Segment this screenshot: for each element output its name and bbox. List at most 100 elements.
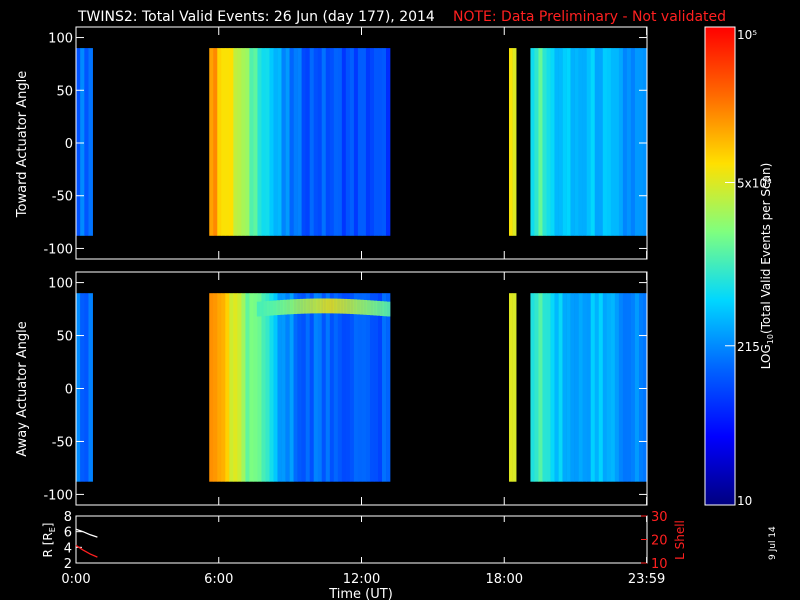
lshell-line	[75, 544, 98, 558]
heatmap-cell	[614, 293, 620, 482]
heatmap-cell	[357, 293, 363, 482]
heatmap-cell	[530, 48, 535, 236]
heatmap-cell	[84, 293, 89, 482]
heatmap-enhancement	[266, 300, 271, 316]
heatmap-cell	[76, 48, 81, 236]
y-tick-label: 100	[48, 32, 73, 47]
heatmap-cell	[245, 48, 250, 236]
heatmap-cell	[253, 48, 258, 236]
heatmap-cell	[345, 48, 351, 236]
heatmap-cell	[369, 48, 375, 236]
orbit-y-tick-label: 4	[64, 541, 72, 556]
heatmap-enhancement	[270, 300, 274, 316]
x-tick-label: 12:00	[343, 572, 380, 587]
heatmap-cell	[253, 293, 258, 482]
heatmap-cell	[88, 48, 93, 236]
heatmap-cell	[582, 293, 587, 482]
heatmap-cell	[378, 293, 383, 482]
heatmap-cell	[638, 293, 644, 482]
heatmap-enhancement	[353, 299, 358, 315]
x-tick-label: 6:00	[204, 572, 233, 587]
heatmap-enhancement	[350, 299, 354, 315]
heatmap-cell	[233, 48, 238, 236]
heatmap-cell	[586, 48, 592, 236]
heatmap-enhancement	[280, 299, 284, 315]
orbit-y2-tick-label: 20	[651, 534, 668, 549]
heatmap-cell	[546, 293, 551, 482]
heatmap-cell	[257, 48, 262, 236]
heatmap-cell	[386, 293, 391, 482]
orbit-y2-tick-label: 10	[651, 557, 668, 572]
y-tick-label: -100	[43, 242, 73, 257]
heatmap-cell	[626, 293, 632, 482]
heatmap-cell	[209, 48, 214, 236]
heatmap-cell	[241, 48, 246, 236]
heatmap-cell	[285, 293, 290, 482]
heatmap-cell	[365, 293, 371, 482]
heatmap-cell	[378, 48, 383, 236]
heatmap-cell	[534, 293, 539, 482]
heatmap-cell	[610, 48, 616, 236]
heatmap-cell	[512, 48, 517, 236]
heatmap-enhancement	[363, 299, 368, 315]
heatmap-cell	[618, 48, 624, 236]
heatmap-cell	[345, 293, 351, 482]
y-tick-label: 50	[56, 330, 73, 345]
orbit-panel-frame	[75, 515, 648, 564]
heatmap-cell	[233, 293, 238, 482]
heatmap-cell	[530, 293, 535, 482]
heatmap-cell	[80, 293, 85, 482]
orbit-lines	[75, 528, 98, 558]
heatmap-enhancement	[383, 301, 388, 317]
heatmap-cell	[554, 293, 559, 482]
heatmap-cell	[257, 293, 262, 482]
heatmap-cell	[610, 293, 616, 482]
heatmap-enhancement	[346, 299, 351, 314]
heatmap-cell	[221, 48, 226, 236]
heatmap-cell	[317, 293, 323, 482]
heatmap-cell	[509, 293, 513, 482]
heatmap-cell	[237, 293, 242, 482]
heatmap-cell	[562, 48, 567, 236]
colorbar-label: LOG10(Total Valid Events per Scan)	[759, 163, 775, 370]
heatmap-enhancement	[256, 301, 261, 317]
heatmap-cell	[542, 48, 547, 236]
heatmap-cell	[538, 293, 543, 482]
toward-y-axis-label: Toward Actuator Angle	[15, 71, 30, 218]
heatmap-cell	[534, 48, 539, 236]
heatmap-enhancement	[306, 298, 311, 314]
heatmap-enhancement	[276, 300, 281, 316]
away-y-axis-label: Away Actuator Angle	[15, 321, 30, 456]
heatmap-cell	[277, 48, 282, 236]
heatmap-cell	[341, 48, 347, 236]
colorbar	[704, 26, 736, 506]
heatmap-cell	[313, 293, 319, 482]
heatmap-cell	[570, 48, 575, 236]
y-tick-label: 0	[65, 137, 73, 152]
heatmap-cell	[622, 293, 628, 482]
heatmap-cell	[80, 48, 85, 236]
heatmap-cell	[606, 48, 612, 236]
heatmap-enhancement	[310, 298, 314, 314]
heatmap-cell	[321, 293, 327, 482]
heatmap-enhancement	[293, 299, 298, 315]
orbit-y-tick-label: 6	[64, 526, 72, 541]
y-tick-label: 100	[48, 277, 73, 292]
orbit-y2-tick-label: 30	[651, 510, 668, 525]
heatmap-cell	[209, 293, 214, 482]
heatmap-cell	[76, 293, 81, 482]
heatmap-enhancement	[303, 298, 308, 314]
heatmap-enhancement	[326, 298, 331, 314]
heatmap-enhancement	[360, 299, 364, 315]
heatmap-enhancement	[366, 300, 371, 316]
heatmap-cell	[341, 293, 347, 482]
heatmap-cell	[630, 48, 636, 236]
heatmap-cell	[353, 48, 359, 236]
heatmap-cell	[273, 48, 278, 236]
heatmap-cell	[289, 48, 294, 236]
heatmap-cell	[594, 48, 600, 236]
heatmap-cell	[297, 293, 302, 482]
colorbar-tick-label: 10⁵	[737, 28, 757, 42]
heatmap-cell	[638, 48, 644, 236]
heatmap-cell	[566, 48, 571, 236]
